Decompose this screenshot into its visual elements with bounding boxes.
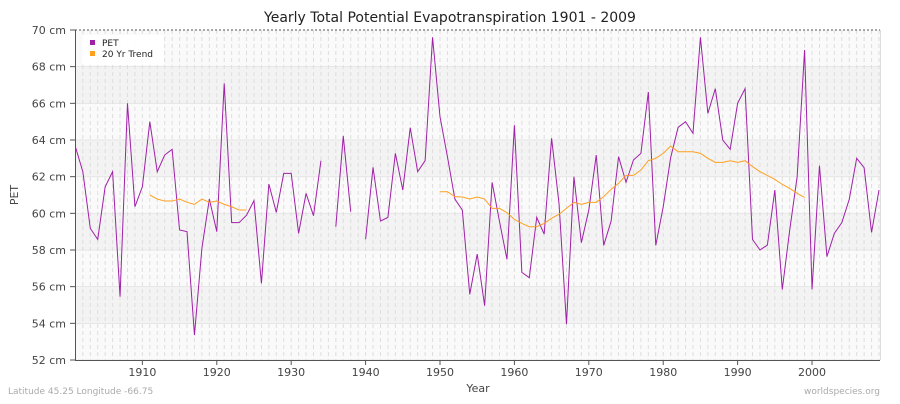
y-axis-ticks: 52 cm 54 cm 56 cm 58 cm 60 cm 62 cm 64 cm 66 cm… (32, 24, 75, 367)
x-tick-label: 1910 (128, 366, 156, 379)
x-tick-label: 1940 (352, 366, 380, 379)
legend-pet-label: PET (102, 39, 119, 49)
legend-pet-swatch (90, 40, 95, 45)
x-tick-label: 1930 (277, 366, 305, 379)
chart-title: Yearly Total Potential Evapotranspiratio… (263, 10, 636, 26)
pet-line (365, 37, 880, 325)
y-tick-label: 70 cm (32, 24, 66, 37)
x-tick-label: 1990 (724, 366, 752, 379)
series-lines (74, 37, 880, 336)
y-tick-label: 56 cm (32, 281, 66, 294)
pet-line (335, 135, 352, 227)
y-axis-label: PET (8, 185, 21, 206)
y-tick-label: 58 cm (32, 244, 66, 257)
20-yr-trend-line (149, 194, 247, 211)
y-tick-label: 66 cm (32, 97, 66, 110)
vertical-gridlines (74, 30, 880, 360)
pet-line (74, 83, 322, 336)
legend-trend-swatch (90, 51, 95, 56)
x-tick-label: 1980 (649, 366, 677, 379)
y-tick-label: 64 cm (32, 134, 66, 147)
footer-source: worldspecies.org (804, 387, 880, 397)
y-tick-label: 68 cm (32, 61, 66, 74)
x-tick-label: 1920 (203, 366, 231, 379)
grid-band (75, 213, 880, 250)
x-axis-ticks: 1910 1920 1930 1940 1950 1960 1970 1980 1990 2000 (128, 360, 826, 379)
x-tick-label: 1960 (500, 366, 528, 379)
x-axis-label: Year (465, 382, 490, 395)
legend-box (82, 35, 164, 65)
legend: PET 20 Yr Trend (82, 35, 164, 65)
y-tick-label: 54 cm (32, 317, 66, 330)
y-tick-label: 62 cm (32, 171, 66, 184)
footer-location: Latitude 45.25 Longitude -66.75 (8, 387, 153, 397)
x-tick-label: 1950 (426, 366, 454, 379)
y-tick-label: 60 cm (32, 207, 66, 220)
legend-trend-label: 20 Yr Trend (102, 50, 153, 60)
y-tick-label: 52 cm (32, 354, 66, 367)
20-yr-trend-line (439, 145, 805, 228)
x-tick-label: 1970 (575, 366, 603, 379)
x-tick-label: 2000 (798, 366, 826, 379)
